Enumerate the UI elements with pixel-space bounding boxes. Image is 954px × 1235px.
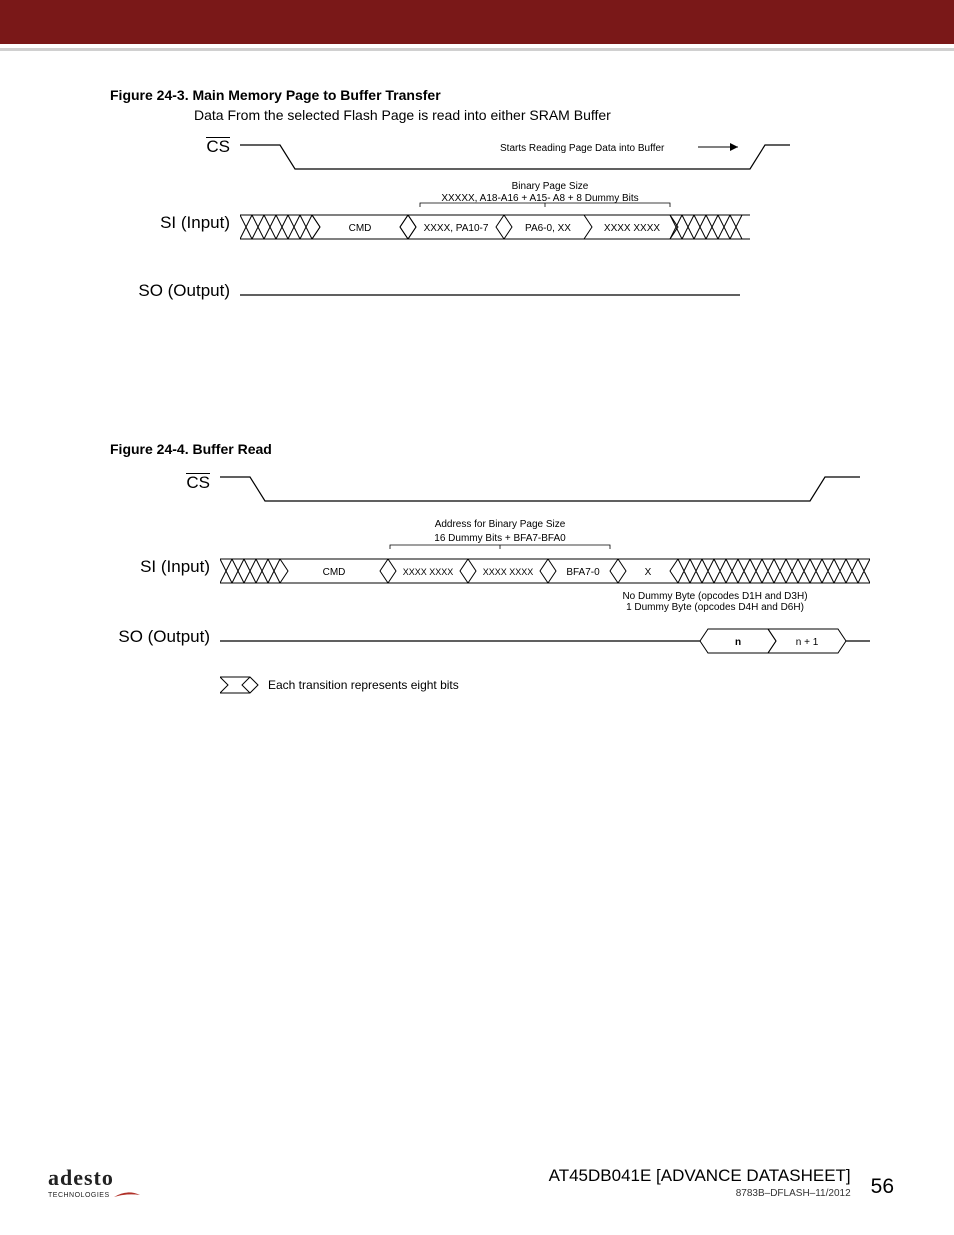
svg-text:16 Dummy Bits + BFA7-BFA0: 16 Dummy Bits + BFA7-BFA0 [434, 533, 566, 544]
figure1-diagram: CS Starts Reading Page Data into Buffer … [130, 141, 894, 361]
svg-text:BFA7-0: BFA7-0 [566, 567, 600, 578]
svg-text:Address for Binary Page Size: Address for Binary Page Size [435, 519, 566, 530]
svg-text:X: X [645, 567, 652, 578]
cs-waveform: Starts Reading Page Data into Buffer [240, 141, 800, 181]
doc-title: AT45DB041E [ADVANCE DATASHEET] [549, 1166, 851, 1186]
figure1-number: Figure 24-3. [110, 87, 189, 103]
start-reading-text: Starts Reading Page Data into Buffer [500, 143, 665, 154]
addr-annotation-2: Address for Binary Page Size 16 Dummy Bi… [220, 517, 870, 553]
dummy-byte-notes: No Dummy Byte (opcodes D1H and D3H) 1 Du… [600, 591, 830, 613]
page-number: 56 [871, 1175, 894, 1199]
svg-text:CMD: CMD [323, 567, 346, 578]
figure2-number: Figure 24-4. [110, 441, 189, 457]
si-label: SI (Input) [130, 213, 230, 233]
figure1-title-text: Main Memory Page to Buffer Transfer [192, 87, 440, 103]
si-label-2: SI (Input) [110, 557, 210, 577]
figure2-diagram: CS Address for Binary Page Size 16 Dummy… [110, 473, 894, 733]
addr-annotation: Binary Page Size XXXXX, A18-A16 + A15- A… [240, 179, 800, 209]
so-waveform-2: n n + 1 [220, 625, 870, 659]
legend: Each transition represents eight bits [220, 673, 620, 697]
header-bar [0, 0, 954, 44]
cs-label-2: CS [110, 473, 210, 493]
svg-text:XXXX XXXX: XXXX XXXX [403, 567, 454, 577]
svg-text:XXXXX, A18-A16 + A15- A8: XXXXX, A18-A16 + A15- A8 + 8 Dummy Bits [441, 193, 638, 204]
svg-text:Binary Page Size: Binary Page Size [512, 181, 589, 192]
svg-text:XXXX XXXX: XXXX XXXX [604, 223, 660, 234]
svg-text:XXXX, PA10-7: XXXX, PA10-7 [424, 223, 489, 234]
so-waveform [240, 289, 800, 309]
cs-label: CS [130, 137, 230, 157]
svg-text:n: n [735, 637, 741, 648]
svg-text:Each transition represents eig: Each transition represents eight bits [268, 678, 459, 692]
figure1-title: Figure 24-3. Main Memory Page to Buffer … [110, 87, 894, 103]
footer-right: AT45DB041E [ADVANCE DATASHEET] 8783B–DFL… [549, 1166, 894, 1199]
cs-waveform-2 [220, 473, 870, 513]
si-waveform-2: CMD XXXX XXXX XXXX XXXX BFA7-0 X [220, 555, 870, 589]
svg-text:n + 1: n + 1 [796, 637, 819, 648]
svg-text:PA6-0, XX: PA6-0, XX [525, 223, 571, 234]
svg-text:CMD: CMD [349, 223, 372, 234]
page-footer: adesto TECHNOLOGIES AT45DB041E [ADVANCE … [0, 1165, 954, 1199]
si-waveform: CMD XXXX, PA10-7 PA6-0, XX XXXX XXXX [240, 211, 800, 245]
svg-text:XXXX XXXX: XXXX XXXX [483, 567, 534, 577]
figure1-subtitle: Data From the selected Flash Page is rea… [194, 107, 894, 123]
logo-swoosh-icon [114, 1191, 140, 1199]
figure2-title-text: Buffer Read [192, 441, 271, 457]
so-label-2: SO (Output) [110, 627, 210, 647]
page-content: Figure 24-3. Main Memory Page to Buffer … [0, 51, 954, 733]
so-label: SO (Output) [130, 281, 230, 301]
figure2-title: Figure 24-4. Buffer Read [110, 441, 894, 457]
logo: adesto TECHNOLOGIES [48, 1165, 140, 1199]
doc-code: 8783B–DFLASH–11/2012 [549, 1188, 851, 1199]
